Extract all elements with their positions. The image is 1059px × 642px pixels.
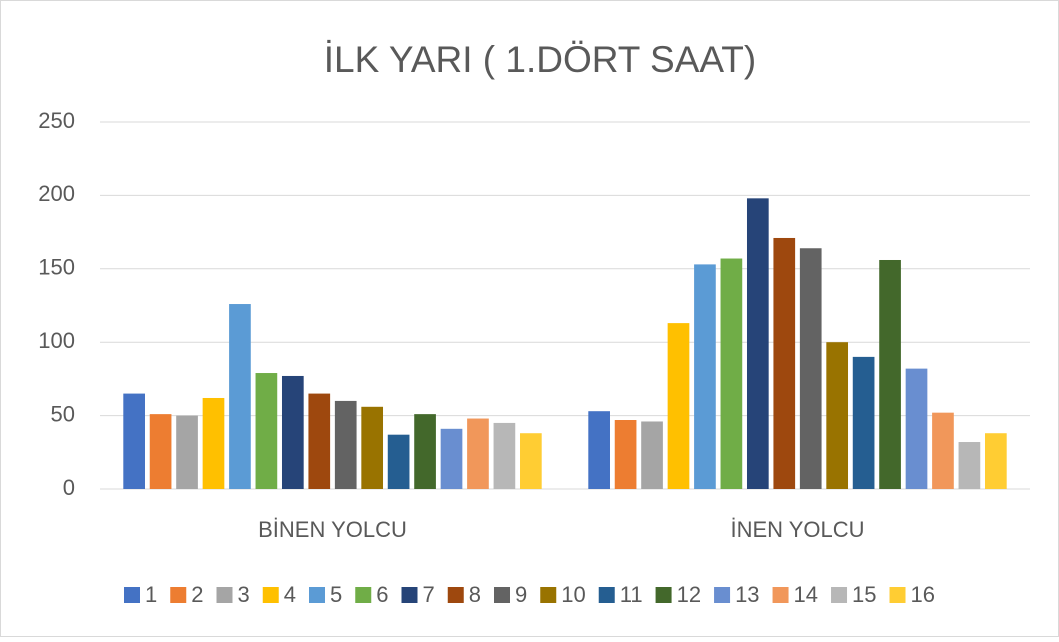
legend-swatch — [170, 587, 187, 603]
bar — [799, 248, 822, 489]
legend-label: 2 — [191, 582, 203, 607]
legend-swatch — [124, 587, 140, 603]
bar — [985, 433, 1007, 489]
legend-swatch — [447, 587, 464, 603]
legend-label: 11 — [620, 582, 643, 607]
legend-swatch — [494, 587, 510, 603]
bar — [308, 393, 331, 489]
bar — [879, 259, 901, 489]
bar — [905, 368, 928, 489]
legend-label: 5 — [330, 582, 342, 607]
bar — [826, 342, 849, 489]
legend-swatch — [216, 587, 233, 603]
bar — [281, 375, 304, 489]
bar — [720, 258, 743, 489]
bar — [852, 356, 875, 489]
bar — [229, 304, 251, 489]
y-tick-label: 100 — [38, 328, 75, 353]
bar — [334, 400, 357, 489]
bar — [255, 373, 278, 489]
y-tick-label: 0 — [63, 475, 75, 500]
legend-swatch — [262, 587, 279, 603]
bar — [588, 411, 610, 489]
legend-swatch — [655, 587, 672, 603]
legend-label: 14 — [794, 582, 818, 607]
legend-label: 7 — [423, 582, 435, 607]
bar — [202, 397, 225, 489]
bar — [614, 420, 637, 489]
bar — [746, 198, 769, 489]
legend-swatch — [598, 587, 615, 603]
x-tick-label: BİNEN YOLCU — [258, 517, 407, 542]
bar — [149, 414, 172, 489]
legend-swatch — [401, 587, 418, 603]
legend-label: 15 — [852, 582, 876, 607]
bar — [467, 418, 489, 489]
y-tick-label: 200 — [38, 181, 75, 206]
chart-title: İLK YARI ( 1.DÖRT SAAT) — [324, 39, 756, 80]
bar — [361, 406, 384, 489]
bar — [440, 428, 463, 489]
legend-label: 10 — [561, 582, 585, 607]
bar — [123, 393, 145, 489]
legend-label: 16 — [911, 582, 935, 607]
legend-swatch — [309, 587, 325, 603]
legend-label: 6 — [376, 582, 388, 607]
legend-swatch — [714, 587, 731, 603]
legend-label: 4 — [284, 582, 296, 607]
legend-swatch — [355, 587, 372, 603]
legend-label: 9 — [515, 582, 527, 607]
bar — [493, 422, 516, 489]
legend-label: 3 — [238, 582, 250, 607]
legend-label: 1 — [145, 582, 157, 607]
bar — [387, 434, 410, 489]
legend-label: 13 — [735, 582, 759, 607]
bar — [773, 237, 796, 489]
y-tick-label: 50 — [51, 401, 75, 426]
bar — [694, 264, 716, 489]
bar — [520, 433, 542, 489]
y-tick-label: 250 — [38, 108, 75, 133]
bar — [958, 442, 981, 489]
bar — [932, 412, 954, 489]
legend-label: 8 — [469, 582, 481, 607]
legend-swatch — [772, 587, 789, 603]
bar — [641, 421, 663, 489]
bar — [667, 323, 690, 489]
legend-swatch — [540, 587, 557, 603]
legend-swatch — [831, 587, 848, 603]
y-tick-label: 150 — [38, 255, 75, 280]
legend-label: 12 — [677, 582, 701, 607]
x-tick-label: İNEN YOLCU — [730, 517, 864, 542]
bar — [176, 415, 198, 489]
legend-swatch — [889, 587, 906, 603]
bar — [414, 414, 436, 489]
